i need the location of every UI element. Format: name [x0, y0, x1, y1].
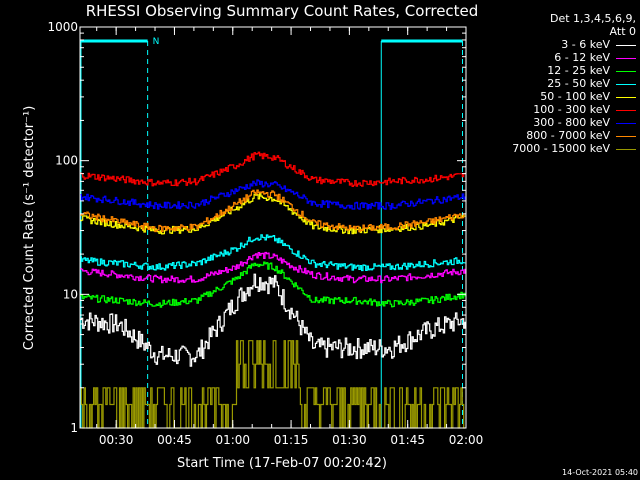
- y-tick-label: 10: [63, 287, 78, 301]
- legend-item: 100 - 300 keV: [480, 103, 636, 116]
- legend: Det 1,3,4,5,6,9, Att 0 3 - 6 keV 6 - 12 k…: [480, 12, 636, 155]
- series-line: [80, 151, 466, 187]
- legend-label: 800 - 7000 keV: [526, 129, 610, 142]
- y-tick-label: 1: [70, 421, 78, 435]
- axis-ticks: 00:30 00:45 01:00 01:15 01:30 01:45 02:00 1 10 10…: [47, 20, 483, 447]
- series-line: [80, 234, 466, 272]
- legend-label: 100 - 300 keV: [533, 103, 610, 116]
- legend-swatch: [616, 148, 636, 150]
- legend-item: 50 - 100 keV: [480, 90, 636, 103]
- legend-item: 7000 - 15000 keV: [480, 142, 636, 155]
- legend-label: 50 - 100 keV: [540, 90, 610, 103]
- x-tick-label: 00:45: [157, 433, 192, 447]
- legend-swatch: [616, 109, 636, 111]
- legend-item: 3 - 6 keV: [480, 38, 636, 51]
- legend-swatch: [616, 70, 636, 72]
- x-tick-label: 01:45: [390, 433, 425, 447]
- legend-item: 6 - 12 keV: [480, 51, 636, 64]
- legend-swatch: [616, 83, 636, 85]
- plot-frame: [79, 26, 467, 429]
- legend-label: 7000 - 15000 keV: [512, 142, 610, 155]
- legend-label: 3 - 6 keV: [561, 38, 610, 51]
- legend-item: 12 - 25 keV: [480, 64, 636, 77]
- legend-attenuator: Att 0: [609, 25, 636, 38]
- legend-item: 800 - 7000 keV: [480, 129, 636, 142]
- legend-swatch: [616, 57, 636, 59]
- legend-swatch: [616, 135, 636, 137]
- chart-title: RHESSI Observing Summary Count Rates, Co…: [86, 2, 479, 20]
- x-axis-label: Start Time (17-Feb-07 00:20:42): [177, 456, 387, 471]
- night-label: N: [153, 37, 160, 47]
- legend-item: 300 - 800 keV: [480, 116, 636, 129]
- legend-swatch: [616, 96, 636, 98]
- series-line: [80, 179, 466, 210]
- y-tick-label: 100: [55, 154, 78, 168]
- x-tick-label: 02:00: [449, 433, 484, 447]
- legend-label: 12 - 25 keV: [547, 64, 610, 77]
- legend-label: 300 - 800 keV: [533, 116, 610, 129]
- series-line: [80, 193, 466, 235]
- series-line: [80, 189, 466, 233]
- x-tick-label: 01:30: [332, 433, 367, 447]
- legend-swatch: [616, 44, 636, 46]
- legend-detectors: Det 1,3,4,5,6,9,: [549, 12, 636, 25]
- x-tick-label: 01:15: [274, 433, 309, 447]
- annotations: N: [80, 37, 464, 428]
- series-line: [80, 261, 466, 308]
- legend-label: 6 - 12 keV: [554, 51, 610, 64]
- legend-item: 25 - 50 keV: [480, 77, 636, 90]
- series-line: [80, 251, 466, 284]
- x-tick-label: 00:30: [99, 433, 134, 447]
- timestamp: 14-Oct-2021 05:40: [562, 468, 638, 477]
- series-layer: [80, 151, 466, 429]
- legend-label: 25 - 50 keV: [547, 77, 610, 90]
- legend-swatch: [616, 122, 636, 124]
- series-line: [80, 273, 466, 367]
- legend-items: 3 - 6 keV 6 - 12 keV 12 - 25 keV 25 - 50 ke…: [480, 38, 636, 155]
- y-axis-label: Corrected Count Rate (s⁻¹ detector⁻¹): [22, 106, 37, 351]
- y-tick-label: 1000: [47, 20, 78, 34]
- x-tick-label: 01:00: [215, 433, 250, 447]
